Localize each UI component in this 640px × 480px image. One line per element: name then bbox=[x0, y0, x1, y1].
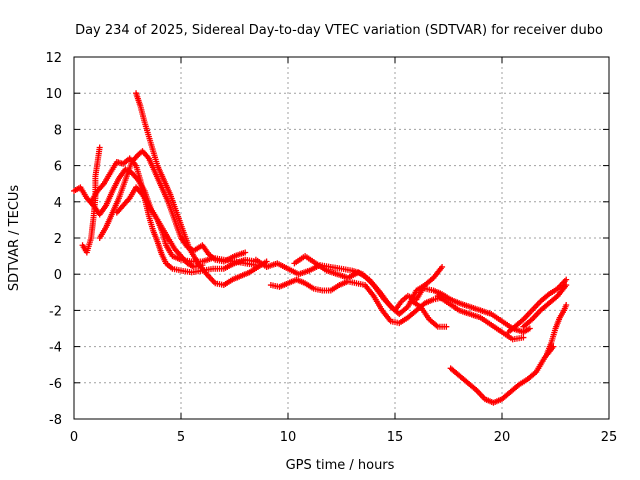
series-track-j bbox=[409, 298, 450, 330]
x-tick-label: 25 bbox=[601, 430, 618, 445]
series-track-e bbox=[79, 144, 103, 256]
data-point bbox=[242, 249, 249, 256]
series-track-m bbox=[447, 343, 557, 406]
series-track-f bbox=[113, 184, 206, 270]
x-tick-label: 5 bbox=[177, 430, 185, 445]
series-track-c bbox=[96, 148, 249, 265]
data-point bbox=[526, 325, 533, 332]
y-axis-label: SDTVAR / TECUs bbox=[7, 185, 22, 292]
x-tick-label: 15 bbox=[387, 430, 404, 445]
x-tick-label: 10 bbox=[280, 430, 297, 445]
data-point bbox=[563, 301, 570, 308]
y-tick-label: -2 bbox=[49, 304, 62, 319]
x-axis-label: GPS time / hours bbox=[286, 458, 395, 473]
y-tick-label: 8 bbox=[54, 123, 62, 138]
series-track-n bbox=[505, 276, 570, 336]
axis-ticks: 0 5 10 15 20 25 -8 -6 -4 -2 0 2 4 6 8 10 12 bbox=[45, 51, 617, 445]
data-point bbox=[520, 334, 527, 341]
data-point bbox=[263, 258, 270, 265]
series-track-i bbox=[291, 253, 428, 318]
series-track-h bbox=[267, 276, 446, 327]
data-point bbox=[563, 276, 570, 283]
data-point bbox=[563, 282, 570, 289]
data-point bbox=[439, 263, 446, 270]
y-tick-label: -4 bbox=[49, 341, 62, 356]
y-tick-label: 10 bbox=[45, 87, 62, 102]
series-track-o bbox=[520, 282, 570, 330]
x-tick-label: 0 bbox=[70, 430, 78, 445]
y-tick-label: -6 bbox=[49, 377, 62, 392]
x-tick-label: 20 bbox=[494, 430, 511, 445]
data-point bbox=[443, 323, 450, 330]
y-tick-label: 2 bbox=[54, 232, 62, 247]
series-track-p bbox=[543, 301, 570, 357]
chart-title: Day 234 of 2025, Sidereal Day-to-day VTE… bbox=[75, 23, 603, 38]
data-points bbox=[71, 90, 570, 406]
y-tick-label: 4 bbox=[54, 196, 62, 211]
y-tick-label: 12 bbox=[45, 51, 62, 66]
data-point bbox=[96, 144, 103, 151]
y-tick-label: -8 bbox=[49, 413, 62, 428]
data-point bbox=[199, 262, 206, 269]
series-track-l bbox=[434, 292, 527, 343]
y-tick-label: 0 bbox=[54, 268, 62, 283]
y-tick-label: 6 bbox=[54, 160, 62, 175]
